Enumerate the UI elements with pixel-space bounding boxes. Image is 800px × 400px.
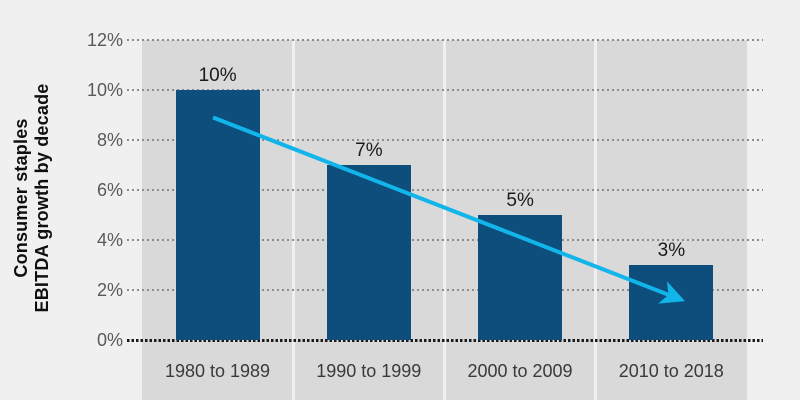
- bar: [326, 165, 411, 340]
- gridline: [127, 39, 763, 41]
- column-separator: [291, 40, 295, 400]
- category-label: 1990 to 1999: [316, 361, 422, 381]
- column-separator: [594, 40, 598, 400]
- y-tick-label: 10%: [86, 80, 123, 100]
- bar-value-label: 3%: [657, 240, 686, 261]
- y-tick-label: 4%: [96, 230, 123, 250]
- bar: [478, 215, 563, 340]
- bar-value-label: 10%: [198, 65, 237, 86]
- y-tick-label: 0%: [96, 330, 123, 350]
- gridline: [127, 89, 763, 91]
- y-axis-title: Consumer staples EBITDA growth by decade: [11, 68, 55, 328]
- y-axis-title-line2: EBITDA growth by decade: [32, 83, 52, 313]
- bar: [175, 90, 260, 340]
- y-tick-label: 8%: [96, 130, 123, 150]
- y-tick-label: 6%: [96, 180, 123, 200]
- column-separator: [443, 40, 446, 400]
- category-label: 2000 to 2009: [467, 361, 573, 381]
- category-label: 2010 to 2018: [618, 361, 724, 381]
- y-tick-label: 2%: [96, 280, 123, 300]
- y-axis-title-line1: Consumer staples: [11, 118, 31, 278]
- category-label: 1980 to 1989: [164, 361, 271, 381]
- bar-value-label: 7%: [355, 140, 383, 161]
- y-tick-label: 12%: [86, 30, 123, 50]
- zero-baseline: [127, 339, 763, 342]
- bar: [629, 265, 714, 340]
- bar-value-label: 5%: [506, 190, 534, 211]
